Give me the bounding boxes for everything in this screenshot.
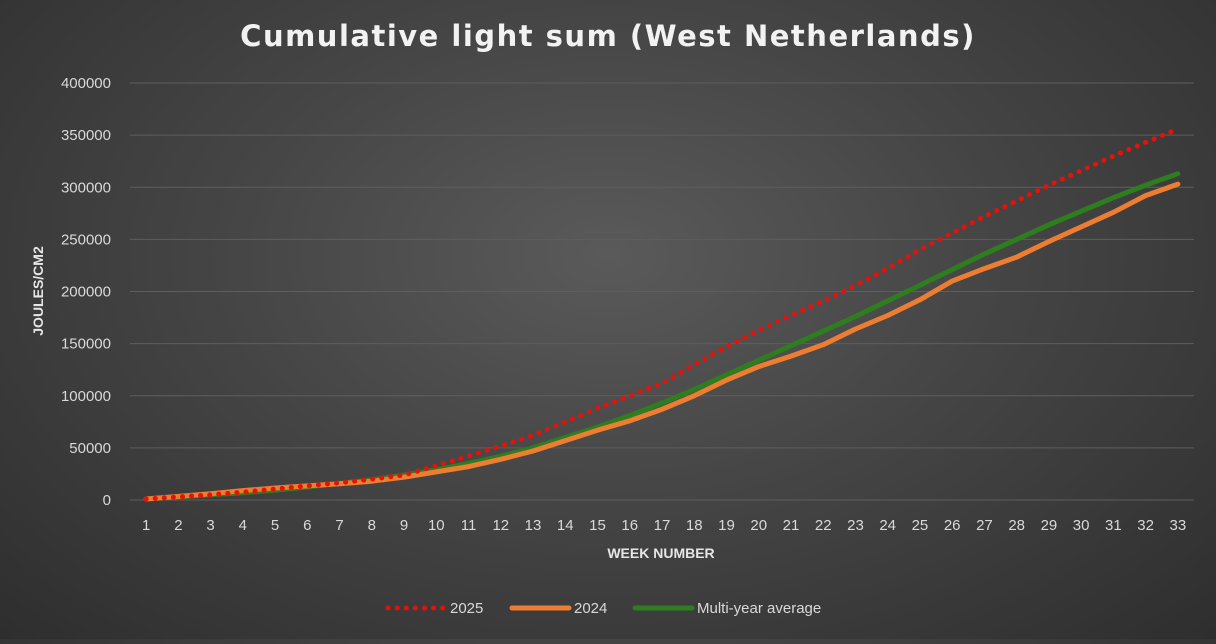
x-tick-label: 3: [206, 517, 214, 534]
series-lines: [143, 126, 1181, 502]
x-tick-label: 10: [428, 517, 445, 534]
y-tick-label: 200000: [61, 284, 111, 301]
x-tick-label: 5: [271, 517, 279, 534]
x-tick-label: 23: [847, 517, 864, 534]
series-line-2024: [143, 181, 1181, 502]
x-tick-label: 15: [589, 517, 606, 534]
x-tick-label: 27: [976, 517, 993, 534]
legend-label-2025: 2025: [450, 600, 483, 617]
series-line-2025: [143, 126, 1181, 502]
x-tick-label: 8: [368, 517, 376, 534]
y-tick-label: 350000: [61, 127, 111, 144]
x-tick-label: 2: [174, 517, 182, 534]
series-line-multi-year-average: [143, 171, 1181, 502]
gridlines: [130, 82, 1194, 501]
x-tick-label: 6: [303, 517, 311, 534]
x-tick-label: 1: [142, 517, 150, 534]
y-tick-label: 400000: [61, 75, 111, 92]
y-tick-label: 150000: [61, 336, 111, 353]
x-tick-label: 7: [335, 517, 343, 534]
y-tick-label: 0: [103, 492, 111, 509]
legend-label-2024: 2024: [574, 600, 607, 617]
y-axis-ticks: 0 50000 100000 150000 200000 250000 300000 3500…: [61, 75, 111, 509]
x-axis-title: WEEK NUMBER: [607, 545, 714, 561]
y-tick-label: 100000: [61, 388, 111, 405]
x-tick-label: 13: [525, 517, 542, 534]
x-axis-ticks: 1 2 3 4 5 6 7 8 9 10 11 12 13 14 15 16 17 18 19 20 21 22 23 24 2…: [142, 517, 1186, 534]
x-tick-label: 18: [686, 517, 703, 534]
x-tick-label: 14: [557, 517, 574, 534]
x-tick-label: 22: [815, 517, 832, 534]
chart-title: Cumulative light sum (West Netherlands): [240, 19, 976, 53]
x-tick-label: 26: [944, 517, 961, 534]
x-tick-label: 4: [239, 517, 247, 534]
x-tick-label: 21: [783, 517, 800, 534]
x-tick-label: 24: [879, 517, 896, 534]
x-tick-label: 11: [461, 517, 477, 534]
legend-label-multi-year-average: Multi-year average: [697, 600, 821, 617]
x-tick-label: 29: [1041, 517, 1058, 534]
legend: 2025 2024 Multi-year average: [385, 600, 821, 617]
x-tick-label: 17: [654, 517, 671, 534]
x-tick-label: 9: [400, 517, 408, 534]
x-tick-label: 30: [1073, 517, 1090, 534]
x-tick-label: 28: [1008, 517, 1025, 534]
x-tick-label: 33: [1170, 517, 1187, 534]
x-tick-label: 25: [912, 517, 929, 534]
x-tick-label: 32: [1137, 517, 1154, 534]
y-tick-label: 250000: [61, 231, 111, 248]
y-axis-title: JOULES/CM2: [30, 246, 46, 336]
y-tick-label: 50000: [69, 440, 111, 457]
x-tick-label: 31: [1105, 517, 1122, 534]
x-tick-label: 19: [718, 517, 735, 534]
x-tick-label: 16: [621, 517, 638, 534]
y-tick-label: 300000: [61, 179, 111, 196]
x-tick-label: 12: [492, 517, 509, 534]
x-tick-label: 20: [750, 517, 767, 534]
